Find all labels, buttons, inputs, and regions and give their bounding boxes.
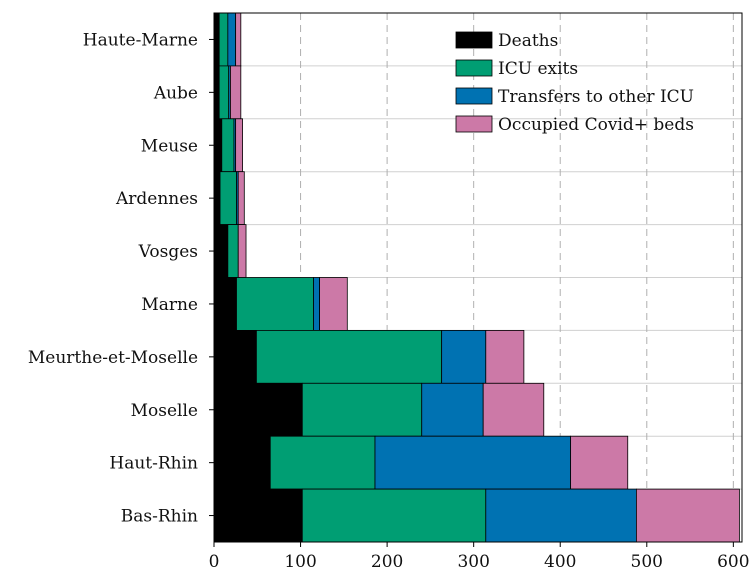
axes-box <box>213 12 743 543</box>
bar-bas-rhin-occupied-covid-beds <box>636 488 740 543</box>
bar-haut-rhin-transfers-to-other-icu <box>374 435 572 490</box>
bar-haute-marne-transfers-to-other-icu <box>227 12 237 67</box>
y-axis-labels: Haute-Marne Aube Meuse Ardennes Vosges Marne M… <box>28 30 214 527</box>
legend-swatch-transfers-to-other-icu <box>455 87 493 105</box>
bar-meuse-deaths <box>213 118 223 173</box>
bar-meurthe-et-moselle-icu-exits <box>256 329 443 384</box>
bar-aube-occupied-covid-beds <box>230 65 242 120</box>
bar-meurthe-et-moselle-transfers-to-other-icu <box>441 329 487 384</box>
bar-haute-marne-deaths <box>213 12 220 67</box>
bar-aube-deaths <box>213 65 220 120</box>
bar-bas-rhin-transfers-to-other-icu <box>485 488 637 543</box>
bar-moselle-occupied-covid-beds <box>482 382 545 437</box>
bar-haut-rhin-occupied-covid-beds <box>570 435 629 490</box>
y-tick-label: Aube <box>153 83 198 103</box>
x-tick-label: 0 <box>209 552 220 572</box>
y-tick-label: Meuse <box>141 136 198 156</box>
y-tick-label: Bas-Rhin <box>121 507 198 527</box>
bar-meurthe-et-moselle-deaths <box>213 329 257 384</box>
legend-label-deaths: Deaths <box>498 31 558 51</box>
bar-moselle-deaths <box>213 382 303 437</box>
legend-swatch-deaths <box>455 31 493 49</box>
x-tick-label: 300 <box>457 552 489 572</box>
y-tick-label: Moselle <box>131 401 198 421</box>
bar-meuse-icu-exits <box>221 118 235 173</box>
x-tick-label: 600 <box>717 552 749 572</box>
legend-swatch-icu-exits <box>455 59 493 77</box>
bar-ardennes-deaths <box>213 171 221 225</box>
y-tick-label: Ardennes <box>115 189 198 209</box>
bar-marne-deaths <box>213 277 237 331</box>
y-tick-label: Meurthe-et-Moselle <box>28 348 198 368</box>
legend-label-icu-exits: ICU exits <box>498 59 578 79</box>
y-tick-label: Haut-Rhin <box>109 454 198 474</box>
bar-meuse-occupied-covid-beds <box>235 118 243 173</box>
plot-frame <box>213 12 743 543</box>
legend-swatch-occupied-covid-beds <box>455 115 493 133</box>
legend: Deaths ICU exits Transfers to other ICU Occ… <box>455 31 694 135</box>
bar-vosges-icu-exits <box>227 224 239 278</box>
x-tick-label: 400 <box>544 552 576 572</box>
bar-moselle-icu-exits <box>301 382 423 437</box>
bar-haute-marne-icu-exits <box>218 12 229 67</box>
legend-label-transfers-to-other-icu: Transfers to other ICU <box>498 87 694 107</box>
bar-marne-occupied-covid-beds <box>319 277 348 331</box>
bar-meurthe-et-moselle-occupied-covid-beds <box>485 329 525 384</box>
bar-haut-rhin-icu-exits <box>269 435 376 490</box>
bar-marne-transfers-to-other-icu <box>313 277 321 331</box>
bar-aube-icu-exits <box>218 65 230 120</box>
bar-marne-icu-exits <box>236 277 314 331</box>
y-tick-label: Marne <box>141 295 198 315</box>
legend-label-occupied-covid-beds: Occupied Covid+ beds <box>498 115 694 135</box>
x-axis-labels: 0 100 200 300 400 500 600 <box>209 542 750 572</box>
bar-moselle-transfers-to-other-icu <box>421 382 484 437</box>
bar-bas-rhin-icu-exits <box>301 488 487 543</box>
bar-bas-rhin-deaths <box>213 488 303 543</box>
bar-vosges-occupied-covid-beds <box>237 224 247 278</box>
bar-haut-rhin-deaths <box>213 435 271 490</box>
x-tick-label: 200 <box>371 552 403 572</box>
bar-haute-marne-occupied-covid-beds <box>235 12 242 67</box>
y-tick-label: Haute-Marne <box>83 30 198 50</box>
bar-vosges-deaths <box>213 224 229 278</box>
x-tick-label: 100 <box>284 552 316 572</box>
x-tick-label: 500 <box>631 552 663 572</box>
y-tick-label: Vosges <box>138 242 198 262</box>
bar-ardennes-occupied-covid-beds <box>237 171 245 225</box>
bar-ardennes-icu-exits <box>219 171 237 225</box>
bars <box>213 12 740 543</box>
